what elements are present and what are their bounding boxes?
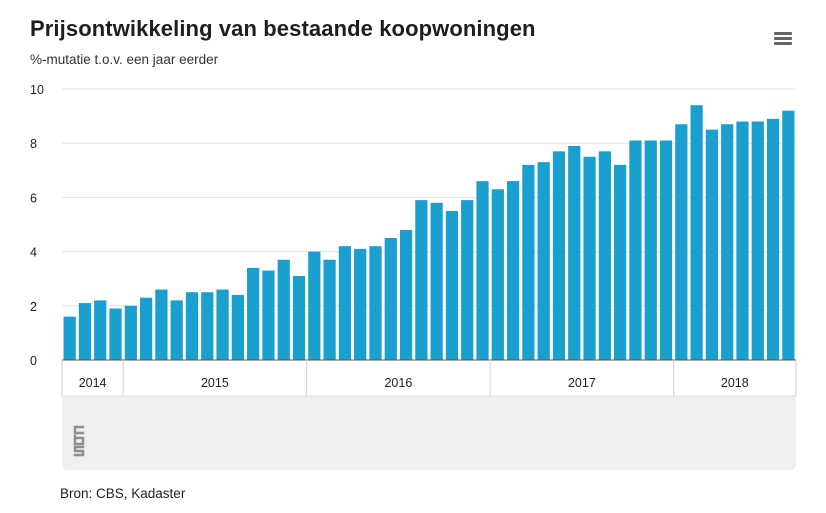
bar [277,259,290,360]
cbs-logo-icon: cbs [73,425,85,457]
bar [338,246,352,360]
bar [583,156,596,360]
bar [598,151,611,360]
bar [292,275,306,360]
x-tick-label: 2018 [721,376,749,390]
bar [782,110,795,361]
bar [736,121,749,361]
bar [139,297,153,360]
x-axis-band [62,360,796,396]
bar [461,200,474,360]
hamburger-menu-icon[interactable] [772,30,794,48]
bar [63,316,76,360]
bar [78,303,92,360]
chart-title: Prijsontwikkeling van bestaande koopwoni… [30,16,536,41]
bar [124,305,137,360]
bar [430,202,443,360]
bar [690,105,703,360]
bar [445,210,459,360]
bar [675,124,688,360]
chart-subtitle: %-mutatie t.o.v. een jaar eerder [30,52,219,67]
y-tick-label: 8 [30,137,37,151]
bar [552,151,566,360]
bar [109,308,122,360]
bar [537,162,550,360]
bar [399,229,413,360]
bar [94,300,107,360]
y-tick-label: 2 [30,300,37,314]
bar [522,164,535,360]
bar [506,181,520,360]
bar [308,251,321,360]
bar [323,259,336,360]
bar [491,189,504,360]
y-tick-label: 10 [30,83,44,97]
bar [568,145,581,360]
bar [476,181,489,360]
bar [247,267,260,360]
bar [170,300,183,360]
bar [384,238,397,360]
y-tick-label: 6 [30,191,37,205]
bar [185,292,199,360]
bar [415,200,428,360]
bar [201,292,214,360]
bar-chart: 0 2 4 6 8 10 2014 2015 2016 2017 2018 cbs [30,83,797,470]
bar [629,140,642,360]
bar [721,124,734,360]
y-tick-label: 0 [30,354,37,368]
bar [155,289,168,360]
source-note: Bron: CBS, Kadaster [60,486,186,501]
bar [369,246,382,360]
x-tick-label: 2016 [384,376,412,390]
x-tick-label: 2017 [568,376,596,390]
bar [216,289,229,360]
bar [659,140,673,360]
bar [705,129,719,360]
x-tick-label: 2015 [201,376,229,390]
bar [262,270,275,360]
bar [766,118,780,360]
bar [614,164,627,360]
bar [354,248,367,360]
y-tick-label: 4 [30,246,37,260]
bar [644,140,657,360]
x-tick-label: 2014 [79,376,107,390]
bar [231,294,244,360]
bar [751,121,764,361]
